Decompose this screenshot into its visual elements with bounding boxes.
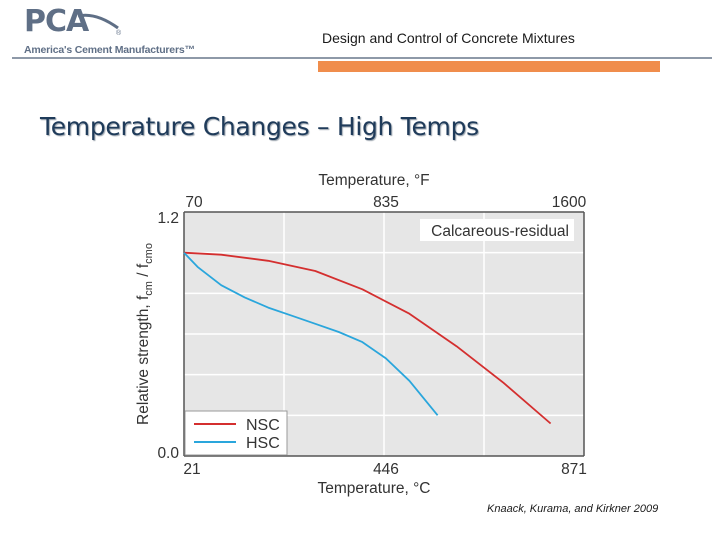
legend-label-hsc: HSC	[246, 435, 280, 452]
slide-title: Temperature Changes – High Temps	[40, 112, 479, 141]
deck-title: Design and Control of Concrete Mixtures	[322, 30, 575, 46]
x-tick-label-21: 21	[183, 461, 200, 478]
series-line-hsc	[183, 252, 439, 416]
logo-registered-mark: ®	[116, 30, 122, 37]
logo-mark: PCA	[24, 4, 89, 39]
annotation-box	[420, 219, 574, 241]
x-tick-label-871: 871	[561, 461, 587, 478]
logo-tagline: America's Cement Manufacturers™	[24, 44, 195, 56]
y-axis-title-sub-cmo: cmo	[143, 243, 155, 264]
header-accent-bar	[318, 61, 660, 72]
chart-annotation: Calcareous-residual	[431, 223, 569, 240]
top-tick-label-835: 835	[373, 194, 399, 211]
series-line-nsc	[183, 251, 552, 425]
y-axis-title-sub-cm: cm	[143, 281, 155, 296]
y-tick-label-0-0: 0.0	[157, 445, 179, 462]
header-rule	[12, 57, 712, 59]
top-tick-label-70: 70	[185, 194, 203, 211]
y-axis-title-mid: / f	[135, 263, 152, 281]
pca-logo: PCA ® America's Cement Manufacturers™	[24, 4, 195, 56]
x-tick-label-446: 446	[373, 461, 399, 478]
top-tick-label-1600: 1600	[552, 194, 587, 211]
y-axis-title-prefix: Relative strength, f	[135, 295, 152, 425]
series-lines	[183, 251, 552, 425]
legend-box	[184, 410, 288, 456]
citation: Knaack, Kurama, and Kirkner 2009	[487, 503, 659, 515]
logo-swoosh-icon	[77, 13, 119, 30]
top-axis-title: Temperature, °F	[318, 172, 429, 189]
y-tick-label-1-2: 1.2	[157, 210, 179, 227]
legend-label-nsc: NSC	[246, 417, 280, 434]
y-axis-title: Relative strength, fcm / fcmo	[135, 243, 155, 425]
x-axis-title: Temperature, °C	[317, 480, 430, 497]
legend: NSC HSC	[184, 410, 288, 456]
strength-temperature-chart: Calcareous-residual NSC HSC Temperature,…	[135, 172, 587, 497]
